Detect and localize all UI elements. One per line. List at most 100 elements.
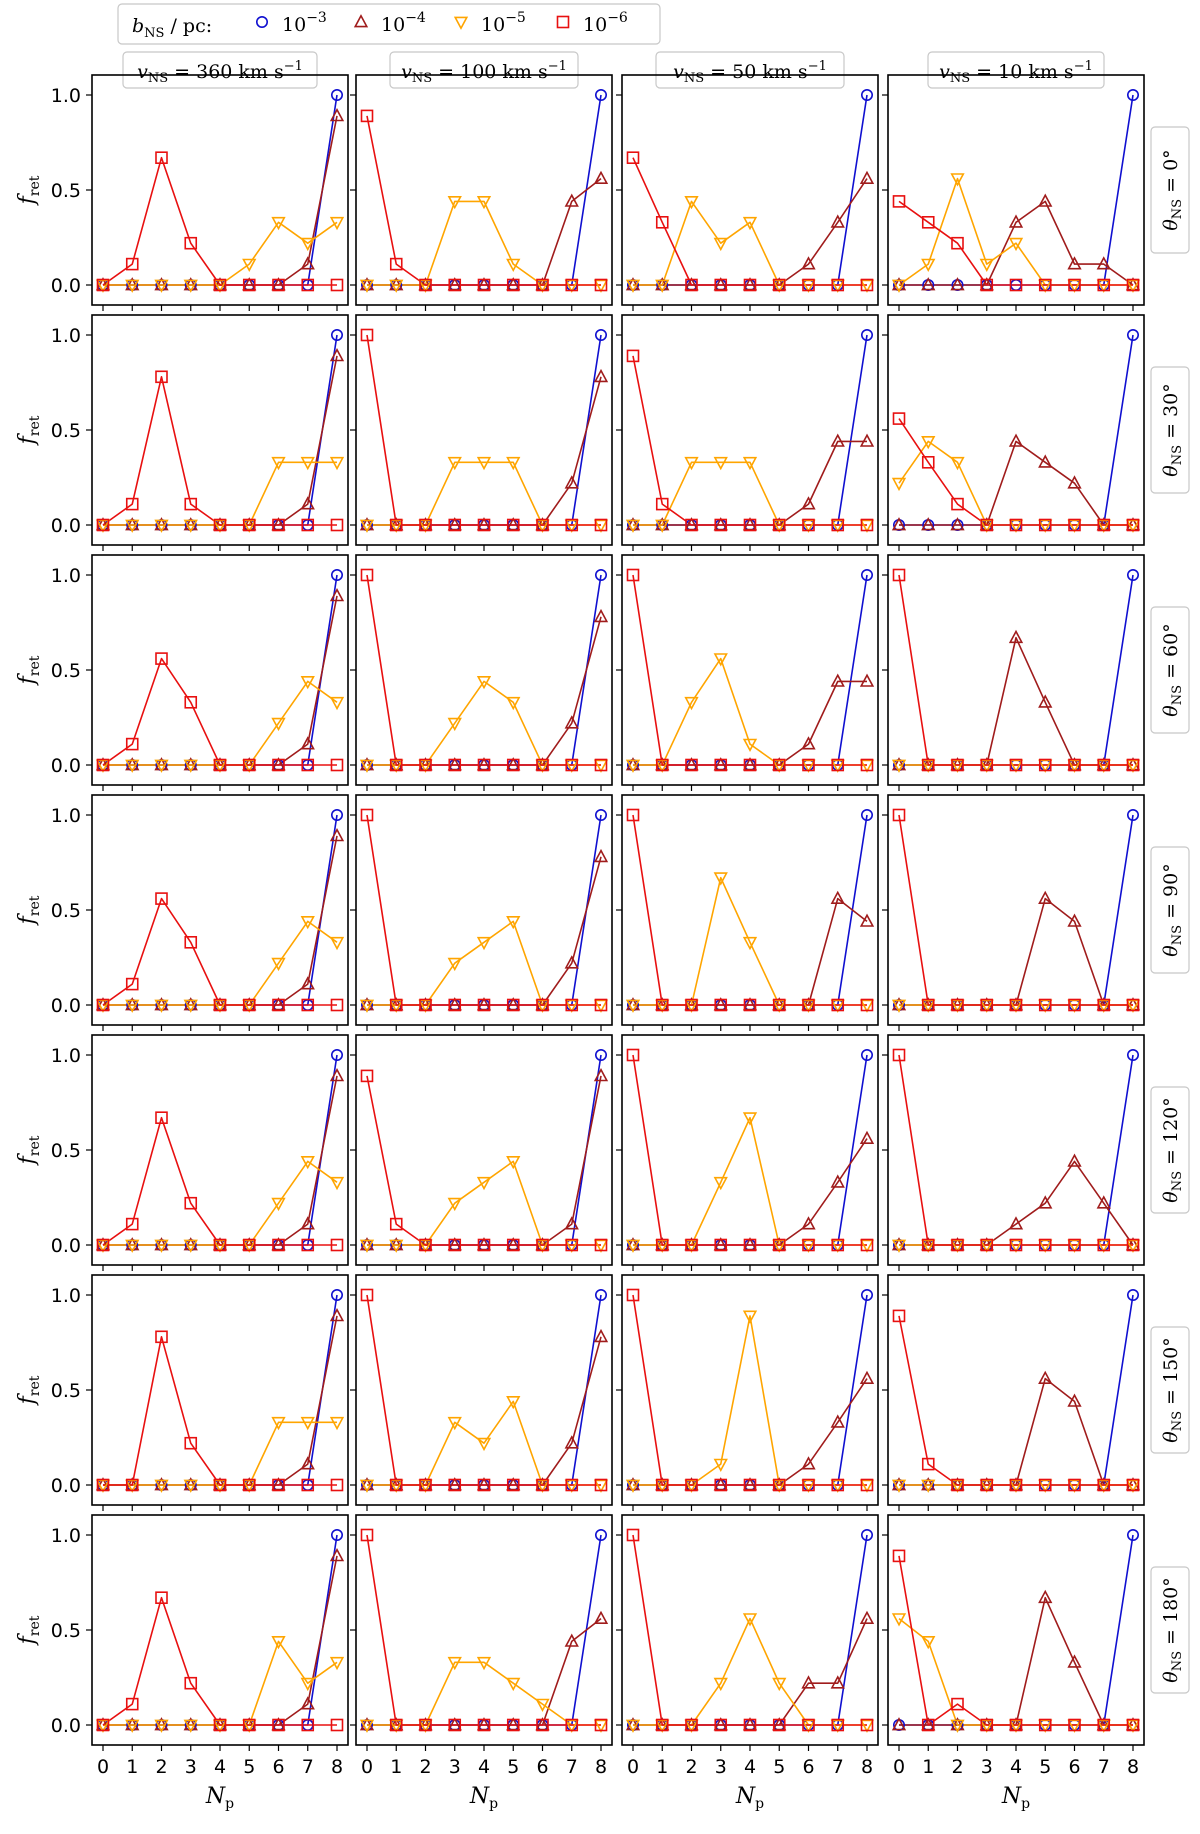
point-s2-x7 <box>300 1156 315 1170</box>
point-s1-x2 <box>684 517 699 531</box>
point-s2-x7 <box>564 1239 579 1253</box>
point-s2-x6 <box>1067 1479 1082 1493</box>
point-s3-x6 <box>802 1238 815 1252</box>
panel-r1-c1 <box>350 314 613 551</box>
point-s1-x7 <box>564 475 579 489</box>
point-s1-x8 <box>329 108 345 122</box>
point-s1-x6 <box>271 1717 286 1731</box>
point-s1-x8 <box>593 608 609 623</box>
legend-label-1: 10−4 <box>381 10 426 36</box>
point-s1-x6 <box>535 1717 550 1731</box>
point-s3-x7 <box>565 1238 579 1252</box>
y-tick-label: 1.0 <box>51 1285 81 1307</box>
point-s0-x8 <box>594 1529 607 1542</box>
point-s3-x4 <box>743 518 757 532</box>
y-tick-label: 0.0 <box>51 1715 81 1737</box>
series-line-1 <box>103 1315 338 1486</box>
series-line-3 <box>102 375 337 526</box>
point-s3-x1 <box>125 1478 139 1492</box>
legend-frame <box>117 3 661 45</box>
point-s3-x6 <box>802 518 815 532</box>
point-s2-x8 <box>859 999 875 1013</box>
point-s1-x8 <box>859 1130 875 1144</box>
point-s1-x7 <box>830 890 845 905</box>
point-s3-x3 <box>184 1676 198 1690</box>
point-s0-x8 <box>594 808 607 821</box>
point-s3-x3 <box>448 758 462 772</box>
y-tick-label: 1.0 <box>51 1525 81 1547</box>
x-tick-label: 3 <box>449 1756 461 1778</box>
point-s2-x5 <box>772 1479 787 1493</box>
x-tick-label: 7 <box>566 1756 578 1778</box>
point-s2-x1 <box>921 435 936 450</box>
point-s3-x7 <box>831 758 845 772</box>
legend-entry-2: 10−5 <box>453 10 526 36</box>
point-s2-x6 <box>1067 1719 1082 1733</box>
point-s3-x8 <box>594 758 608 772</box>
x-tick-label: 5 <box>243 1756 255 1778</box>
panel-r3-c1 <box>350 794 613 1031</box>
point-s1-x7 <box>564 193 579 207</box>
row-title-box-4 <box>1150 1086 1190 1214</box>
point-s2-x5 <box>242 759 257 773</box>
y-tick-label: 1.0 <box>51 1045 81 1067</box>
point-s1-x2 <box>950 277 965 291</box>
point-s3-x0 <box>360 568 374 582</box>
point-s3-x0 <box>892 412 906 425</box>
y-tick-label: 0.0 <box>51 1235 81 1257</box>
point-s2-x7 <box>564 1719 579 1733</box>
point-s2-x3 <box>979 1239 994 1253</box>
point-s3-x8 <box>860 1718 874 1732</box>
x-tick-label: 8 <box>595 1756 607 1778</box>
point-s3-x5 <box>506 1718 520 1732</box>
point-s2-x5 <box>506 258 521 272</box>
x-tick-label: 8 <box>861 1756 873 1778</box>
point-s1-x5 <box>506 517 521 531</box>
point-s2-x6 <box>1067 1239 1082 1253</box>
x-tick-label: 1 <box>922 1756 934 1778</box>
series-line-0 <box>633 334 868 526</box>
x-tick-label: 3 <box>185 1756 197 1778</box>
point-s3-x3 <box>184 935 198 949</box>
point-s3-x1 <box>125 737 139 751</box>
point-s2-x7 <box>830 1479 845 1493</box>
point-s3-x3 <box>714 1478 728 1492</box>
point-s1-x5 <box>506 1717 521 1731</box>
x-tick-label: 4 <box>214 1756 226 1778</box>
x-tick-label: 8 <box>1127 1756 1139 1778</box>
point-s1-x6 <box>1067 1654 1082 1668</box>
point-s3-x8 <box>860 1478 874 1492</box>
point-s3-x6 <box>802 1718 815 1732</box>
series-line-3 <box>632 814 867 1006</box>
point-s1-x4 <box>1008 214 1024 228</box>
point-s1-x4 <box>1008 1216 1024 1230</box>
y-tick-label: 1.0 <box>51 565 81 587</box>
point-s1-x3 <box>713 1717 728 1731</box>
point-s3-x5 <box>772 278 786 292</box>
point-s3-x3 <box>184 497 198 511</box>
point-s2-x8 <box>329 1416 345 1431</box>
series-line-3 <box>898 574 1133 766</box>
series-line-1 <box>899 636 1133 766</box>
point-s3-x8 <box>594 1718 608 1732</box>
point-s3-x7 <box>1097 518 1111 532</box>
point-s2-x4 <box>476 675 492 690</box>
point-s1-x4 <box>742 757 758 771</box>
series-line-1 <box>633 897 868 1006</box>
point-s3-x3 <box>184 695 198 709</box>
point-s2-x7 <box>564 759 579 773</box>
point-s2-x8 <box>859 1239 875 1253</box>
point-s2-x1 <box>125 999 140 1013</box>
point-s1-x1 <box>921 517 936 531</box>
series-line-3 <box>632 1534 867 1726</box>
point-s2-x1 <box>125 759 140 773</box>
x-tick-label: 1 <box>126 1756 138 1778</box>
series-line-0 <box>633 814 868 1006</box>
series-line-0 <box>367 334 602 526</box>
point-s3-x5 <box>1038 1718 1052 1732</box>
legend-label-base-3: 10 <box>583 14 607 36</box>
y-tick-label: 0.0 <box>51 515 81 537</box>
x-tick-label: 2 <box>155 1756 167 1778</box>
point-s3-x6 <box>536 1478 549 1492</box>
series-line-2 <box>367 1400 601 1486</box>
